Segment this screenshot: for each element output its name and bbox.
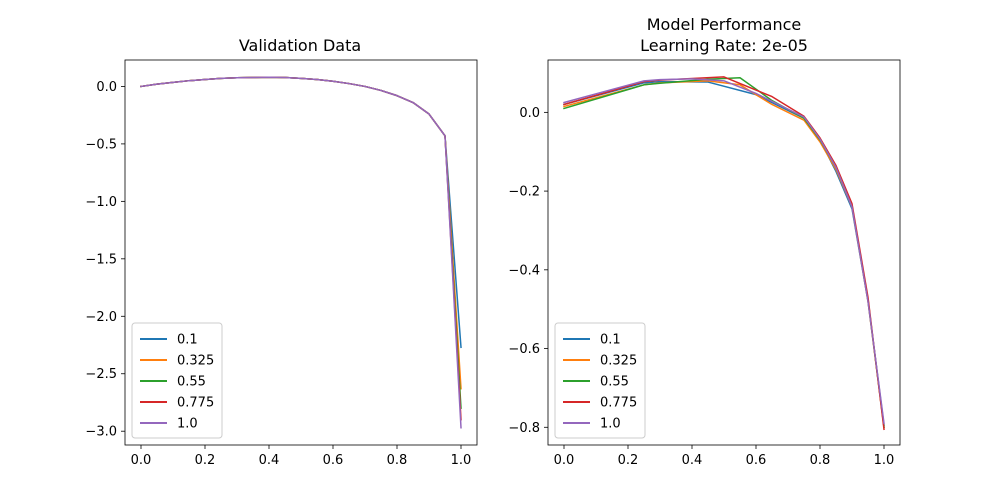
x-tick-label: 0.0 [131, 453, 152, 468]
plot-area: 0.0 0.2 0.4 0.6 0.8 1.0 0.0 −0.2 −0.4 −0.6 −0.8 0.1… [508, 59, 901, 468]
legend: 0.1 0.325 0.55 0.775 1.0 [554, 322, 646, 439]
chart-title-line-2: Learning Rate: 2e-05 [640, 36, 808, 55]
series-line-1.0 [140, 76, 462, 429]
plot-area: 0.0 0.2 0.4 0.6 0.8 1.0 0.0 −0.5 −1.0 −1.5 −2.0 −2.… [85, 59, 478, 468]
legend-label: 0.775 [600, 396, 637, 411]
y-tick-label: −0.5 [85, 137, 117, 152]
y-tick-label: −1.0 [85, 195, 117, 210]
legend: 0.1 0.325 0.55 0.775 1.0 [131, 322, 223, 439]
chart-model-performance: Model Performance Learning Rate: 2e-05 0… [508, 15, 901, 468]
y-tick-label: −0.8 [508, 421, 540, 436]
legend-label: 0.55 [600, 375, 629, 390]
series-group [140, 76, 462, 429]
x-tick-label: 0.6 [323, 453, 344, 468]
legend-box [131, 322, 223, 439]
x-tick-label: 0.4 [682, 453, 703, 468]
chart-title-line-1: Model Performance [647, 15, 802, 34]
legend-label: 0.1 [177, 333, 198, 348]
x-tick-label: 0.2 [195, 453, 216, 468]
chart-title: Validation Data [239, 36, 361, 55]
legend-label: 1.0 [600, 417, 621, 432]
legend-box [554, 322, 646, 439]
y-tick-label: −1.5 [85, 252, 117, 267]
x-tick-label: 0.6 [746, 453, 767, 468]
legend-label: 0.325 [177, 354, 214, 369]
x-tick-label: 1.0 [874, 453, 895, 468]
axes-frame [547, 59, 901, 446]
axes-frame [124, 59, 478, 446]
legend-label: 0.55 [177, 375, 206, 390]
x-tick-label: 0.2 [618, 453, 639, 468]
chart-validation-data: Validation Data 0.0 0.2 0.4 0.6 0.8 1.0 0.0 −0.… [85, 36, 478, 468]
x-tick-label: 0.8 [387, 453, 408, 468]
series-line-1.0 [563, 78, 885, 425]
y-tick-label: −3.0 [85, 425, 117, 440]
y-tick-label: 0.0 [96, 80, 117, 95]
x-tick-label: 1.0 [451, 453, 472, 468]
y-tick-label: 0.0 [519, 106, 540, 121]
legend-label: 0.325 [600, 354, 637, 369]
y-tick-label: −0.6 [508, 342, 540, 357]
x-tick-label: 0.8 [810, 453, 831, 468]
y-tick-label: −0.2 [508, 185, 540, 200]
x-tick-label: 0.4 [259, 453, 280, 468]
y-tick-label: −0.4 [508, 263, 540, 278]
legend-label: 1.0 [177, 417, 198, 432]
legend-label: 0.1 [600, 333, 621, 348]
legend-label: 0.775 [177, 396, 214, 411]
y-tick-label: −2.0 [85, 310, 117, 325]
series-group [563, 76, 885, 431]
y-tick-label: −2.5 [85, 367, 117, 382]
x-tick-label: 0.0 [554, 453, 575, 468]
